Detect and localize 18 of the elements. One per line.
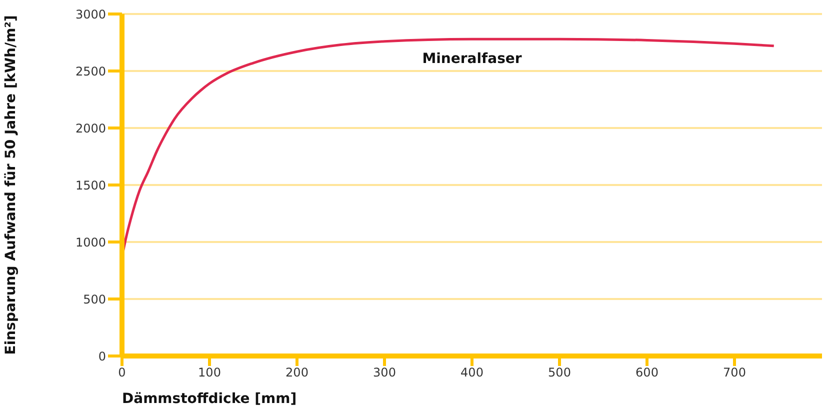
x-tick-label: 600 (636, 366, 658, 380)
y-tick-label: 0 (98, 349, 106, 364)
y-tick-label: 2500 (75, 64, 106, 78)
y-tick-label: 3000 (75, 7, 106, 22)
series-label: Mineralfaser (422, 51, 522, 68)
y-axis-title: Einsparung Aufwand für 50 Jahre [kWh/m²] (2, 15, 19, 355)
x-tick-label: 0 (118, 366, 126, 380)
x-axis-title: Dämmstoffdicke [mm] (122, 391, 297, 407)
x-tick-label: 500 (548, 366, 571, 380)
x-tick-label: 700 (723, 366, 746, 380)
x-tick-label: 400 (460, 366, 484, 380)
y-tick-label: 1000 (75, 235, 106, 250)
y-tick-label: 2000 (75, 121, 106, 136)
x-tick-label: 300 (373, 366, 396, 380)
y-tick-label: 1500 (75, 178, 106, 192)
x-tick-label: 100 (198, 366, 221, 380)
x-tick-label: 200 (286, 366, 308, 380)
y-tick-label: 500 (83, 292, 106, 306)
